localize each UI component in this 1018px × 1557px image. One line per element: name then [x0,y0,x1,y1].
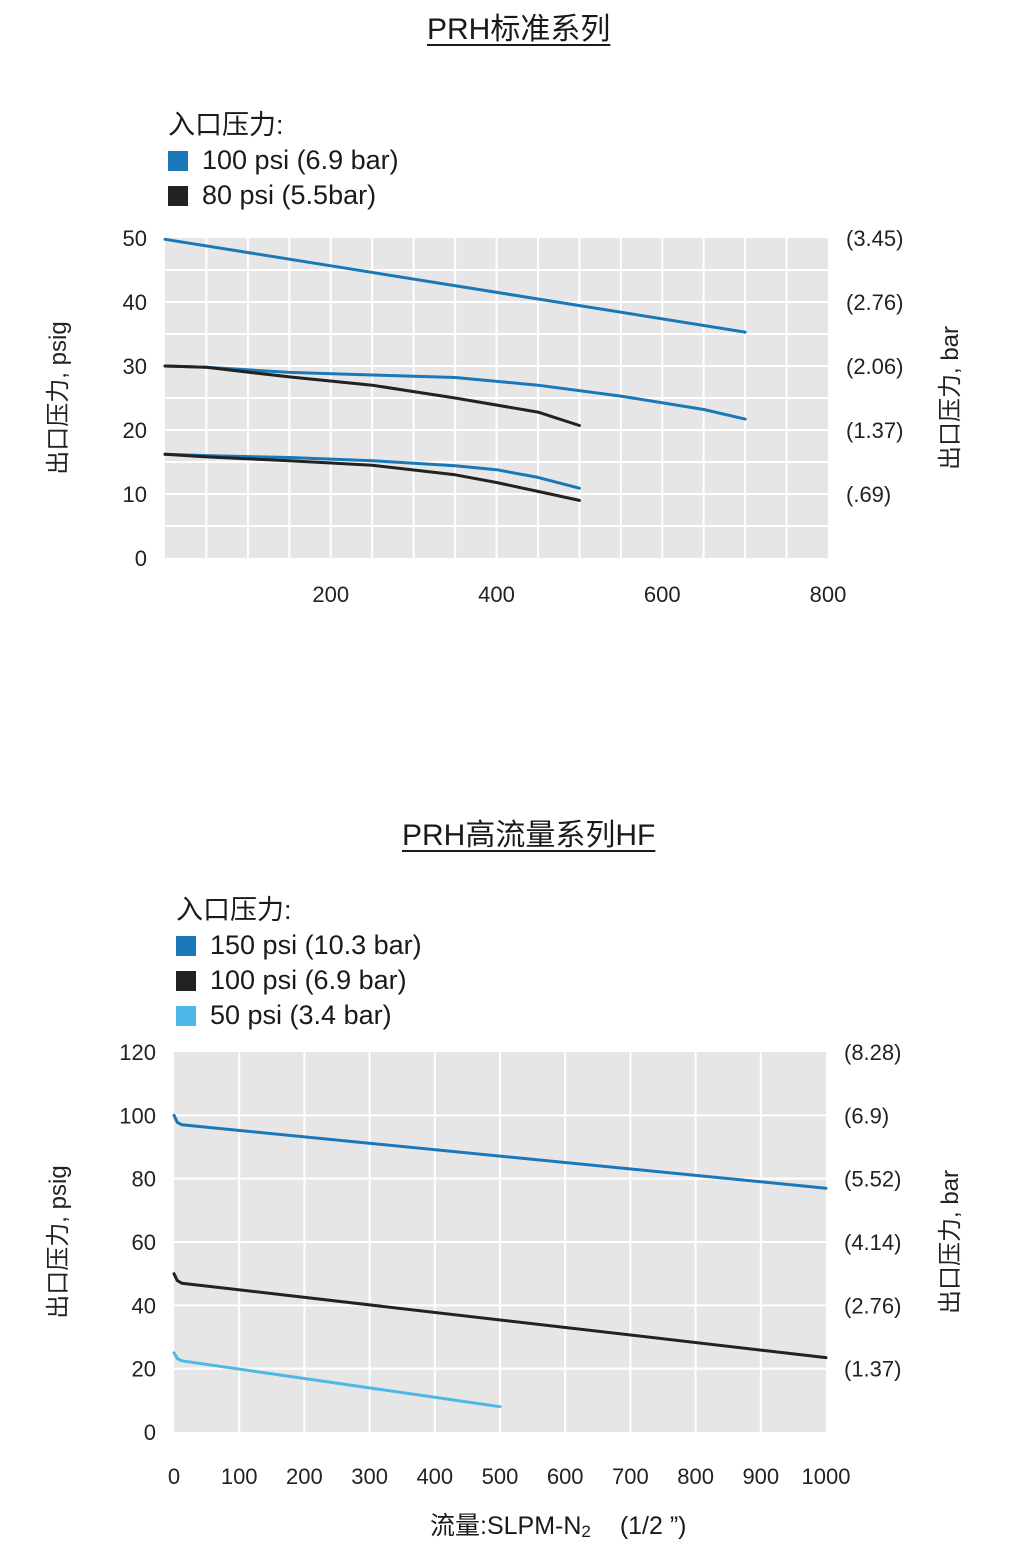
x-tick-label: 100 [221,1464,258,1489]
x-tick-label: 300 [351,1464,388,1489]
y2-tick-label: (2.76) [844,1293,901,1318]
y2-tick-label: (5.52) [844,1167,901,1192]
chart2-title: PRH高流量系列HF [402,819,656,852]
y-tick-label: 60 [132,1230,156,1255]
chart2-legend-swatch-50psi [176,1005,196,1026]
x-tick-label: 200 [286,1464,323,1489]
x-tick-label: 400 [478,582,515,607]
x-axis-title-suffix: (1/2 ”) [619,1512,687,1540]
x-tick-label: 800 [810,582,847,607]
chart1-legend-item-100psi: 100 psi (6.9 bar) [168,143,399,178]
chart1-legend-swatch-80psi [168,185,188,206]
chart2-legend-title: 入口压力: [176,895,292,925]
y-tick-label: 0 [135,546,147,571]
y2-tick-label: (3.45) [846,226,903,251]
chart2-legend-swatch-100psi [176,970,196,991]
x-tick-label: 600 [547,1464,584,1489]
x-tick-label: 900 [742,1464,779,1489]
chart1-legend-label-100psi: 100 psi (6.9 bar) [202,145,399,175]
y-tick-label: 30 [123,354,147,379]
chart1-legend-item-80psi: 80 psi (5.5bar) [168,178,399,213]
y-tick-label: 100 [119,1103,156,1128]
y2-axis-title: 出口压力, bar [937,326,964,470]
x-tick-label: 700 [612,1464,649,1489]
y2-tick-label: (1.37) [846,418,903,443]
chart2-legend: 入口压力: 150 psi (10.3 bar) 100 psi (6.9 ba… [176,893,422,1033]
x-tick-label: 0 [168,1464,180,1489]
y2-axis-title: 出口压力, bar [937,1170,964,1314]
chart2-x-axis-title: 流量:SLPM-N2 (1/2 ”) [430,1506,687,1542]
chart2-legend-item-50psi: 50 psi (3.4 bar) [176,998,422,1033]
y-tick-label: 40 [123,290,147,315]
x-tick-label: 200 [312,582,349,607]
series-line [172,1113,828,1190]
chart2-plot: 0 20 40 60 80 100 120 (1.37) (2.76) (4.14) (5.52) (… [45,1040,964,1489]
chart2-legend-item-150psi: 150 psi (10.3 bar) [176,928,422,963]
y-axis-title: 出口压力, psig [45,321,72,474]
y2-tick-label: (.69) [846,482,891,507]
series-line [163,452,581,502]
chart2-legend-item-100psi: 100 psi (6.9 bar) [176,963,422,998]
chart1-legend-label-80psi: 80 psi (5.5bar) [202,180,377,210]
y-tick-label: 0 [144,1420,156,1445]
y-tick-label: 80 [132,1167,156,1192]
x-tick-label: 500 [482,1464,519,1489]
chart2-legend-label-50psi: 50 psi (3.4 bar) [210,1000,392,1030]
x-axis-title-main: 流量:SLPM-N [430,1512,582,1540]
y-tick-label: 50 [123,226,147,251]
x-tick-label: 1000 [802,1464,851,1489]
y-tick-label: 20 [123,418,147,443]
y-tick-label: 10 [123,482,147,507]
chart1-legend-swatch-100psi [168,150,188,171]
x-tick-label: 400 [416,1464,453,1489]
chart2-legend-label-100psi: 100 psi (6.9 bar) [210,965,407,995]
x-tick-label: 600 [644,582,681,607]
series-line [163,452,581,490]
y2-tick-label: (2.76) [846,290,903,315]
y-axis-title: 出口压力, psig [45,1165,72,1318]
chart2-legend-label-150psi: 150 psi (10.3 bar) [210,930,422,960]
series-line [163,364,581,427]
series-line [172,1272,828,1360]
y2-tick-label: (2.06) [846,354,903,379]
chart1-plot: 0 10 20 30 40 50 (.69) (1.37) (2.06) (2.76) (3.45)… [45,226,964,607]
chart1-legend-title: 入口压力: [168,110,284,140]
x-axis-title-subscript: 2 [581,1522,591,1541]
chart1-title: PRH标准系列 [427,13,611,46]
y-tick-label: 120 [119,1040,156,1065]
chart2-legend-swatch-150psi [176,935,196,956]
x-tick-label: 800 [677,1464,714,1489]
y2-tick-label: (6.9) [844,1103,889,1128]
y-tick-label: 40 [132,1293,156,1318]
y2-tick-label: (4.14) [844,1230,901,1255]
y-tick-label: 20 [132,1357,156,1382]
series-line [172,1351,502,1409]
y2-tick-label: (1.37) [844,1357,901,1382]
series-line [163,237,747,334]
chart1-legend: 入口压力: 100 psi (6.9 bar) 80 psi (5.5bar) [168,108,399,213]
y2-tick-label: (8.28) [844,1040,901,1065]
